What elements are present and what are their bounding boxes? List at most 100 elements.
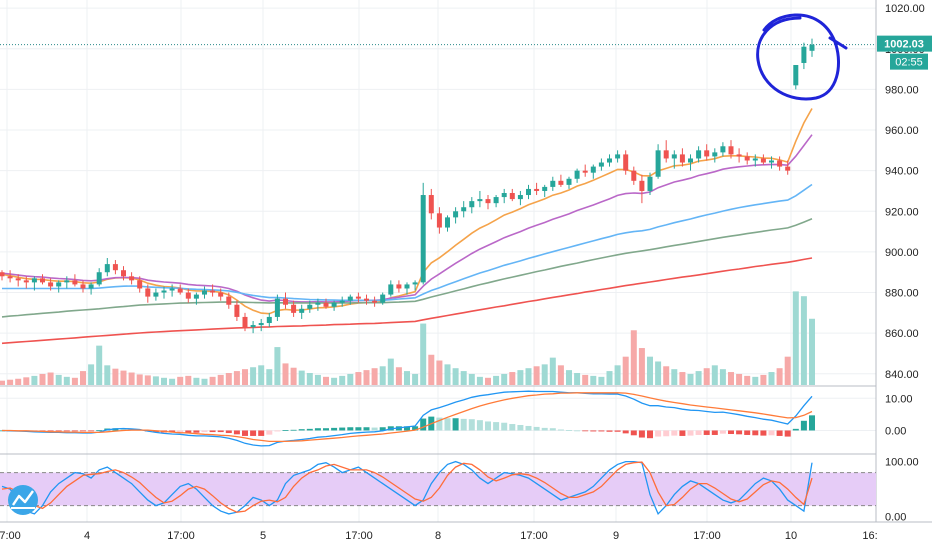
candle-30[interactable] [242,312,248,332]
tradingview-logo[interactable] [8,485,38,515]
candle-58[interactable] [469,197,475,214]
candle-57[interactable] [461,201,467,218]
candle-86[interactable] [696,146,702,163]
candle-82[interactable] [663,140,669,163]
candle-43[interactable] [347,294,353,305]
candle-12[interactable] [96,268,102,287]
candle-66[interactable] [534,182,540,196]
candle-56[interactable] [453,207,459,224]
candle-65[interactable] [526,184,531,200]
candle-46[interactable] [372,296,378,307]
candle-23[interactable] [185,288,191,303]
candle-16[interactable] [129,272,135,285]
candle-62[interactable] [501,188,507,204]
candle-18[interactable] [145,284,151,303]
candle-78[interactable] [631,166,637,185]
candle-94[interactable] [760,154,766,165]
candle-10[interactable] [80,280,86,293]
candle-52[interactable] [420,182,426,285]
candle-25[interactable] [202,286,207,299]
candle-26[interactable] [210,284,216,297]
candle-17[interactable] [137,276,143,293]
candle-54[interactable] [436,207,442,234]
candle-79[interactable] [639,174,645,204]
candle-4[interactable] [31,276,37,291]
candle-68[interactable] [550,176,556,191]
time-axis-labels[interactable]: 17:00 4 17:00 5 17:00 8 17:00 9 17:00 10 16: [0,530,878,542]
candle-36[interactable] [291,300,297,317]
candle-73[interactable] [590,164,596,179]
candle-7[interactable] [56,280,62,293]
candle-98[interactable] [793,65,799,90]
candle-33[interactable] [266,312,272,328]
candle-5[interactable] [40,274,45,285]
candle-3[interactable] [23,276,29,289]
candle-72[interactable] [582,164,588,177]
candle-97[interactable] [785,160,791,175]
candle-91[interactable] [736,148,742,163]
candle-14[interactable] [112,260,118,275]
candle-55[interactable] [445,215,450,232]
candle-39[interactable] [315,298,321,311]
candle-87[interactable] [704,144,710,161]
candle-49[interactable] [396,280,402,293]
candlesticks[interactable] [0,38,815,334]
candle-2[interactable] [15,274,21,287]
candle-38[interactable] [307,300,313,313]
candle-84[interactable] [679,148,685,167]
candle-83[interactable] [671,150,677,169]
candle-19[interactable] [153,288,159,301]
candle-27[interactable] [218,288,224,301]
candle-0[interactable] [0,270,5,281]
candle-53[interactable] [428,188,434,220]
candle-11[interactable] [88,282,94,295]
candle-93[interactable] [752,154,758,167]
candle-13[interactable] [104,258,110,277]
candle-8[interactable] [64,276,70,289]
candle-64[interactable] [517,190,523,206]
candle-59[interactable] [477,190,483,208]
candle-67[interactable] [542,184,548,198]
candle-71[interactable] [574,168,580,183]
candle-90[interactable] [728,140,734,159]
candle-95[interactable] [769,156,774,169]
candle-89[interactable] [720,142,726,157]
candle-34[interactable] [274,294,280,321]
candle-41[interactable] [331,300,337,311]
candle-76[interactable] [615,150,621,163]
candle-21[interactable] [169,284,175,297]
candle-61[interactable] [493,195,499,208]
candle-50[interactable] [404,282,410,295]
candle-35[interactable] [283,292,288,309]
candle-81[interactable] [655,144,661,179]
candle-45[interactable] [364,294,369,305]
candle-47[interactable] [380,292,386,305]
candle-9[interactable] [72,274,78,287]
candle-85[interactable] [688,154,693,171]
candle-37[interactable] [299,304,305,319]
candle-28[interactable] [226,292,232,309]
candle-32[interactable] [258,318,264,332]
candle-92[interactable] [744,152,750,165]
candle-40[interactable] [323,298,329,309]
candle-51[interactable] [412,280,418,291]
candle-100[interactable] [809,38,815,57]
candle-15[interactable] [121,266,126,281]
candle-44[interactable] [355,292,361,303]
candle-69[interactable] [558,174,564,187]
candle-1[interactable] [7,270,13,283]
candle-60[interactable] [485,195,491,210]
candle-42[interactable] [339,296,345,307]
candle-75[interactable] [607,154,612,167]
candle-88[interactable] [712,148,718,163]
candle-6[interactable] [48,278,54,291]
candle-99[interactable] [801,42,807,70]
candle-48[interactable] [388,280,394,297]
candle-20[interactable] [161,286,167,299]
candle-77[interactable] [623,150,629,175]
candle-22[interactable] [177,284,183,295]
candle-63[interactable] [509,188,515,202]
candle-74[interactable] [598,158,604,171]
candle-24[interactable] [193,292,199,305]
